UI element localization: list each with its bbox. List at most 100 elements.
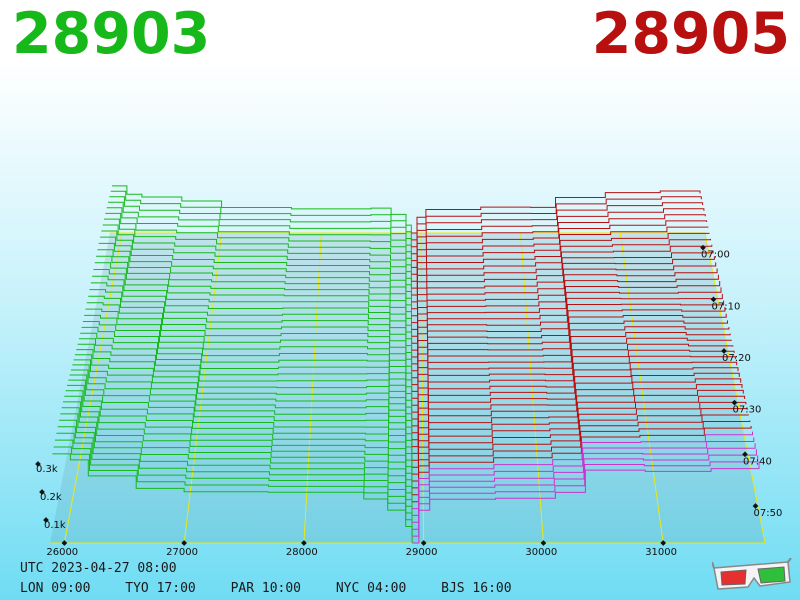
x-tick-label: 30000 bbox=[525, 547, 557, 558]
x-tick-marker bbox=[301, 540, 307, 546]
bid-depth-line bbox=[92, 275, 412, 337]
bid-depth-line bbox=[81, 326, 413, 392]
bid-depth-line bbox=[72, 364, 413, 440]
time-tick-marker bbox=[731, 399, 738, 406]
ask-depth-line bbox=[411, 320, 728, 379]
bid-depth-line bbox=[106, 207, 412, 261]
bid-depth-line bbox=[74, 354, 413, 426]
session-bjs: BJS 16:00 bbox=[441, 581, 512, 596]
ask-depth-line bbox=[412, 401, 747, 475]
bid-depth-line bbox=[78, 338, 413, 406]
bid-depth-line bbox=[97, 249, 412, 309]
bid-depth-line bbox=[109, 196, 412, 247]
ask-depth-line bbox=[412, 408, 748, 482]
bid-depth-line bbox=[96, 255, 412, 316]
ask-depth-line bbox=[412, 437, 755, 516]
ask-depth-line bbox=[411, 238, 711, 289]
ask-depth-line bbox=[412, 426, 752, 503]
ask-depth-line bbox=[411, 244, 713, 296]
ask-depth-line bbox=[411, 208, 705, 255]
time-tick-label: 07:40 bbox=[743, 456, 772, 467]
time-tick-marker bbox=[752, 503, 759, 509]
ask-depth-line bbox=[411, 256, 715, 310]
x-tick-marker bbox=[660, 540, 667, 546]
time-tick-label: 07:50 bbox=[754, 508, 783, 519]
ask-depth-line bbox=[411, 281, 721, 337]
bid-depth-line bbox=[93, 269, 412, 330]
x-tick-label: 26000 bbox=[46, 547, 78, 558]
bid-depth-line bbox=[104, 218, 412, 275]
ask-depth-line bbox=[412, 461, 760, 544]
bid-depth-line bbox=[67, 384, 413, 468]
time-tick-marker bbox=[721, 348, 727, 354]
ask-depth-line bbox=[411, 250, 714, 303]
bid-depth-line bbox=[69, 374, 413, 454]
time-tick-marker bbox=[710, 296, 717, 303]
x-tick-label: 29000 bbox=[406, 547, 438, 558]
x-tick-label: 27000 bbox=[166, 547, 198, 558]
bid-depth-line bbox=[52, 453, 413, 543]
ask-depth-series bbox=[411, 190, 760, 544]
bid-depth-line bbox=[112, 185, 412, 233]
ask-depth-line bbox=[411, 332, 731, 392]
bid-price: 28903 bbox=[12, 1, 211, 67]
bid-depth-line bbox=[89, 289, 413, 351]
ask-depth-line bbox=[411, 202, 704, 248]
time-tick-label: 07:10 bbox=[712, 301, 741, 312]
ask-depth-line bbox=[412, 378, 742, 448]
ask-depth-line bbox=[411, 274, 719, 330]
ask-depth-line bbox=[411, 196, 702, 241]
session-lon: LON 09:00 bbox=[20, 581, 91, 596]
bid-depth-line bbox=[100, 236, 412, 295]
ask-price: 28905 bbox=[591, 1, 790, 67]
bid-depth-line bbox=[88, 295, 413, 357]
x-tick-marker bbox=[420, 540, 427, 546]
3d-glasses-icon[interactable] bbox=[712, 558, 792, 594]
ask-depth-line bbox=[412, 355, 736, 420]
y-tick-label: 0.2k bbox=[40, 492, 62, 503]
ask-depth-line bbox=[411, 337, 732, 399]
bid-depth-line bbox=[56, 432, 413, 523]
ask-depth-line bbox=[412, 449, 757, 530]
ask-depth-line bbox=[412, 420, 751, 496]
ask-depth-line bbox=[412, 443, 756, 523]
bid-depth-line bbox=[98, 242, 412, 302]
bid-depth-line bbox=[102, 224, 412, 282]
ask-depth-line bbox=[411, 226, 709, 275]
bid-depth-series bbox=[52, 185, 413, 543]
x-tick-marker bbox=[540, 540, 547, 546]
ask-depth-line bbox=[411, 232, 710, 282]
session-times: LON 09:00 TYO 17:00 PAR 10:00 NYC 04:00 … bbox=[20, 581, 539, 596]
bid-depth-line bbox=[65, 390, 413, 475]
session-par: PAR 10:00 bbox=[230, 581, 302, 596]
time-tick-label: 07:20 bbox=[722, 353, 751, 364]
time-tick-marker bbox=[700, 244, 706, 251]
ask-depth-line bbox=[412, 414, 749, 489]
bid-depth-line bbox=[80, 332, 413, 399]
session-tyo: TYO 17:00 bbox=[125, 581, 196, 596]
bid-depth-line bbox=[53, 446, 413, 537]
bid-depth-line bbox=[76, 349, 413, 419]
bid-depth-line bbox=[60, 413, 413, 502]
time-tick-marker bbox=[742, 451, 748, 458]
utc-time: UTC 2023-04-27 08:00 bbox=[20, 561, 177, 576]
grid-line bbox=[619, 232, 664, 544]
bid-depth-line bbox=[82, 321, 413, 385]
bid-depth-line bbox=[64, 395, 413, 481]
bid-depth-line bbox=[94, 262, 412, 323]
ask-depth-line bbox=[411, 343, 734, 406]
y-tick-marker bbox=[43, 517, 49, 523]
ask-depth-line bbox=[411, 307, 726, 365]
bid-depth-line bbox=[61, 407, 413, 495]
bid-depth-line bbox=[63, 401, 413, 488]
bid-depth-line bbox=[70, 369, 413, 447]
bid-depth-line bbox=[73, 359, 413, 433]
ask-depth-line bbox=[411, 287, 722, 344]
ask-depth-line bbox=[412, 367, 739, 434]
ask-depth-line bbox=[412, 349, 735, 413]
bid-depth-line bbox=[68, 379, 413, 461]
ask-depth-line bbox=[411, 293, 723, 351]
grid-right-edge bbox=[704, 232, 766, 544]
bid-depth-line bbox=[77, 343, 413, 413]
